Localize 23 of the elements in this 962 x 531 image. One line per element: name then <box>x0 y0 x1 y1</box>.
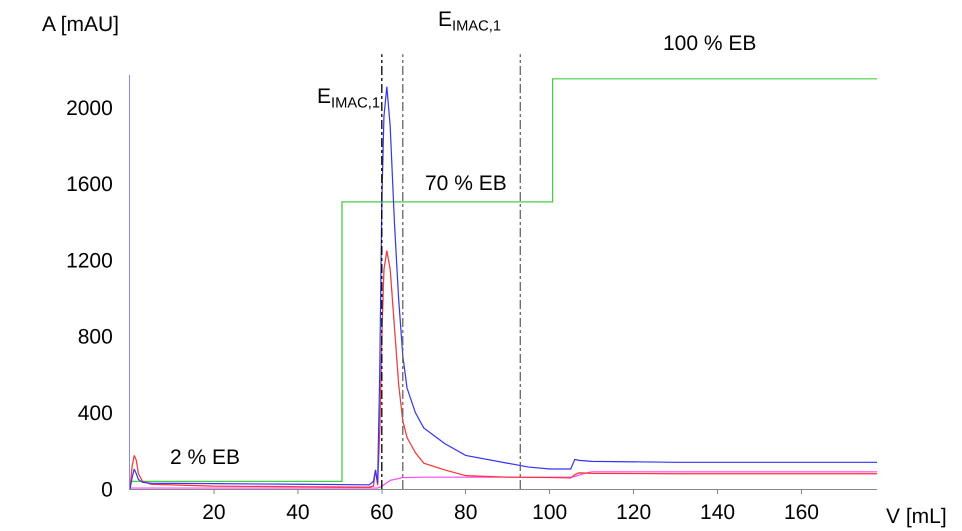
y-tick-label: 400 <box>78 402 113 426</box>
line-series <box>130 250 877 489</box>
y-tick-label: 800 <box>78 326 113 349</box>
line-series <box>130 471 877 489</box>
x-axis-title: V [mL] <box>886 505 947 528</box>
x-tick-label: 40 <box>286 501 310 524</box>
text: 100 % EB <box>663 32 756 55</box>
y-tick-label: 1200 <box>66 249 113 272</box>
x-tick-label: 140 <box>700 501 736 524</box>
ref-line-label: E$_{IMAC,1}$ <box>317 85 380 112</box>
x-tick-label: 100 <box>532 501 568 524</box>
x-tick-label: 60 <box>370 501 394 524</box>
x-tick-label: 20 <box>202 501 226 524</box>
x-tick-label: 120 <box>616 501 652 524</box>
x-tick-label: 160 <box>784 501 819 524</box>
text: E$_{IMAC,1}$ <box>438 8 501 34</box>
y-tick-label: 1600 <box>66 173 113 196</box>
y-axis-title: A [mAU] <box>42 13 120 36</box>
y-tick-label: 0 <box>101 478 113 502</box>
y-tick-label: 2000 <box>66 96 113 120</box>
x-tick-label: 80 <box>454 501 478 524</box>
annotation: 2 % EB <box>170 446 240 469</box>
annotation: 70 % EB <box>425 172 507 195</box>
